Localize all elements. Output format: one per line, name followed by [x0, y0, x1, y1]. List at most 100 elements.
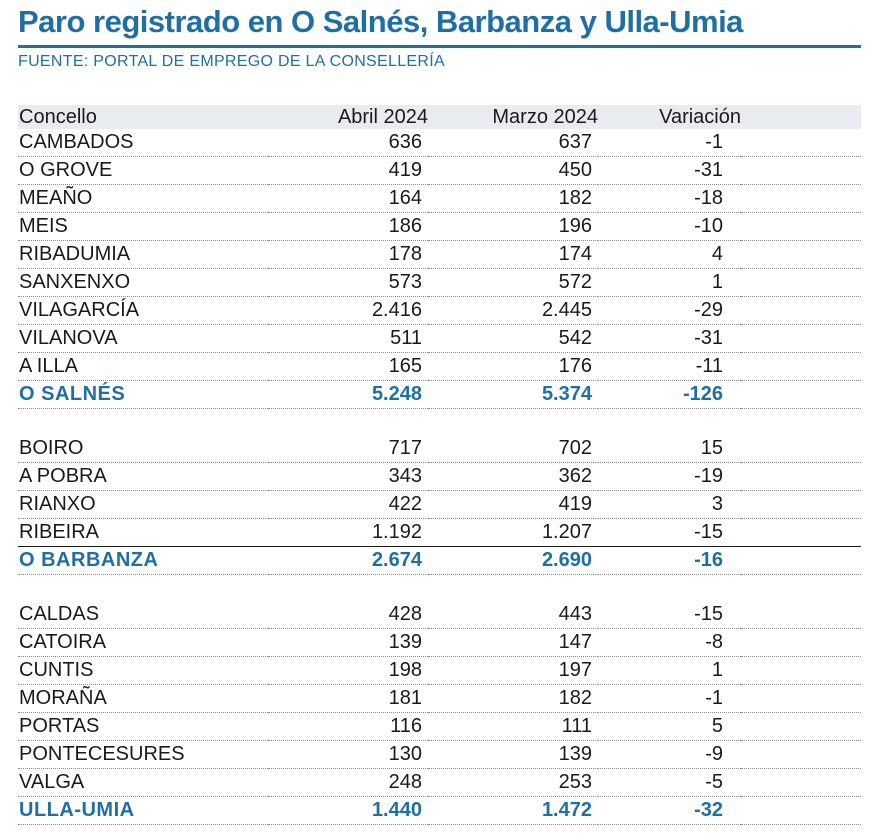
table-row: MEAÑO 164 182 -18 — [18, 184, 861, 213]
spacer-cell — [18, 575, 861, 602]
cell-abril: 5.248 — [268, 380, 428, 409]
table-row: VILAGARCÍA 2.416 2.445 -29 — [18, 296, 861, 325]
table-row: MORAÑA 181 182 -1 — [18, 684, 861, 713]
table-total-row: O SALNÉS 5.248 5.374 -126 — [18, 380, 861, 409]
cell-concello: MEIS — [18, 212, 268, 241]
cell-variacion: -1 — [598, 684, 741, 713]
table-row: PONTECESURES 130 139 -9 — [18, 740, 861, 769]
cell-marzo: 542 — [428, 324, 598, 353]
cell-variacion: 4 — [598, 240, 741, 269]
cell-abril: 164 — [268, 184, 428, 213]
cell-concello: SANXENXO — [18, 268, 268, 297]
cell-pad — [741, 435, 861, 463]
title-underline — [18, 45, 861, 48]
cell-variacion: 5 — [598, 712, 741, 741]
table-row: A POBRA 343 362 -19 — [18, 462, 861, 491]
cell-concello: PORTAS — [18, 712, 268, 741]
cell-marzo: 1.207 — [428, 518, 598, 547]
cell-concello: A POBRA — [18, 462, 268, 491]
page-title: Paro registrado en O Salnés, Barbanza y … — [18, 4, 743, 39]
cell-concello: CATOIRA — [18, 628, 268, 657]
cell-marzo: 450 — [428, 156, 598, 185]
cell-concello: A ILLA — [18, 352, 268, 381]
cell-variacion: -15 — [598, 518, 741, 547]
cell-abril: 573 — [268, 268, 428, 297]
table-row: VALGA 248 253 -5 — [18, 768, 861, 797]
cell-abril: 422 — [268, 490, 428, 519]
cell-abril: 1.192 — [268, 518, 428, 547]
cell-abril: 116 — [268, 712, 428, 741]
cell-concello: RIBEIRA — [18, 518, 268, 547]
table-header-row: Concello Abril 2024 Marzo 2024 Variación — [18, 105, 861, 129]
unemployment-table: Concello Abril 2024 Marzo 2024 Variación… — [18, 105, 861, 825]
cell-pad — [741, 601, 861, 629]
cell-marzo: 197 — [428, 656, 598, 685]
table-row: RIBEIRA 1.192 1.207 -15 — [18, 518, 861, 547]
cell-concello: CUNTIS — [18, 656, 268, 685]
cell-pad — [741, 462, 861, 491]
table-row: CUNTIS 198 197 1 — [18, 656, 861, 685]
cell-pad — [741, 156, 861, 185]
cell-variacion: -29 — [598, 296, 741, 325]
cell-pad — [741, 546, 861, 575]
cell-pad — [741, 684, 861, 713]
table-row: SANXENXO 573 572 1 — [18, 268, 861, 297]
cell-variacion: -1 — [598, 129, 741, 157]
cell-concello: O GROVE — [18, 156, 268, 185]
cell-pad — [741, 380, 861, 409]
cell-variacion: 1 — [598, 656, 741, 685]
cell-concello: CALDAS — [18, 601, 268, 629]
cell-marzo: 147 — [428, 628, 598, 657]
cell-pad — [741, 740, 861, 769]
cell-abril: 419 — [268, 156, 428, 185]
table-row: CALDAS 428 443 -15 — [18, 601, 861, 629]
cell-pad — [741, 184, 861, 213]
cell-pad — [741, 296, 861, 325]
cell-concello: VALGA — [18, 768, 268, 797]
cell-abril: 181 — [268, 684, 428, 713]
cell-marzo: 2.690 — [428, 546, 598, 575]
cell-concello: ULLA-UMIA — [18, 796, 268, 825]
cell-concello: RIBADUMIA — [18, 240, 268, 269]
source-note: FUENTE: PORTAL DE EMPREGO DE LA CONSELLE… — [18, 53, 445, 70]
cell-pad — [741, 796, 861, 825]
cell-marzo: 253 — [428, 768, 598, 797]
column-header-variacion: Variación — [598, 105, 741, 129]
cell-concello: RIANXO — [18, 490, 268, 519]
cell-concello: CAMBADOS — [18, 129, 268, 157]
cell-abril: 2.416 — [268, 296, 428, 325]
cell-marzo: 362 — [428, 462, 598, 491]
cell-variacion: 15 — [598, 435, 741, 463]
cell-abril: 636 — [268, 129, 428, 157]
table-total-row: ULLA-UMIA 1.440 1.472 -32 — [18, 796, 861, 825]
cell-pad — [741, 712, 861, 741]
cell-marzo: 182 — [428, 184, 598, 213]
cell-marzo: 637 — [428, 129, 598, 157]
cell-variacion: -5 — [598, 768, 741, 797]
cell-marzo: 176 — [428, 352, 598, 381]
cell-variacion: -18 — [598, 184, 741, 213]
cell-marzo: 139 — [428, 740, 598, 769]
cell-abril: 248 — [268, 768, 428, 797]
cell-abril: 198 — [268, 656, 428, 685]
column-header-concello: Concello — [18, 105, 268, 129]
cell-concello: MEAÑO — [18, 184, 268, 213]
cell-pad — [741, 129, 861, 157]
cell-abril: 1.440 — [268, 796, 428, 825]
cell-marzo: 111 — [428, 712, 598, 741]
cell-variacion: 1 — [598, 268, 741, 297]
group-spacer — [18, 409, 861, 436]
table-row: CAMBADOS 636 637 -1 — [18, 129, 861, 157]
cell-variacion: -15 — [598, 601, 741, 629]
table-row: RIANXO 422 419 3 — [18, 490, 861, 519]
cell-concello: O BARBANZA — [18, 546, 268, 575]
cell-pad — [741, 324, 861, 353]
cell-pad — [741, 212, 861, 241]
cell-variacion: -16 — [598, 546, 741, 575]
table-row: RIBADUMIA 178 174 4 — [18, 240, 861, 269]
cell-variacion: -9 — [598, 740, 741, 769]
cell-variacion: -126 — [598, 380, 741, 409]
table-row: CATOIRA 139 147 -8 — [18, 628, 861, 657]
cell-pad — [741, 240, 861, 269]
cell-marzo: 2.445 — [428, 296, 598, 325]
